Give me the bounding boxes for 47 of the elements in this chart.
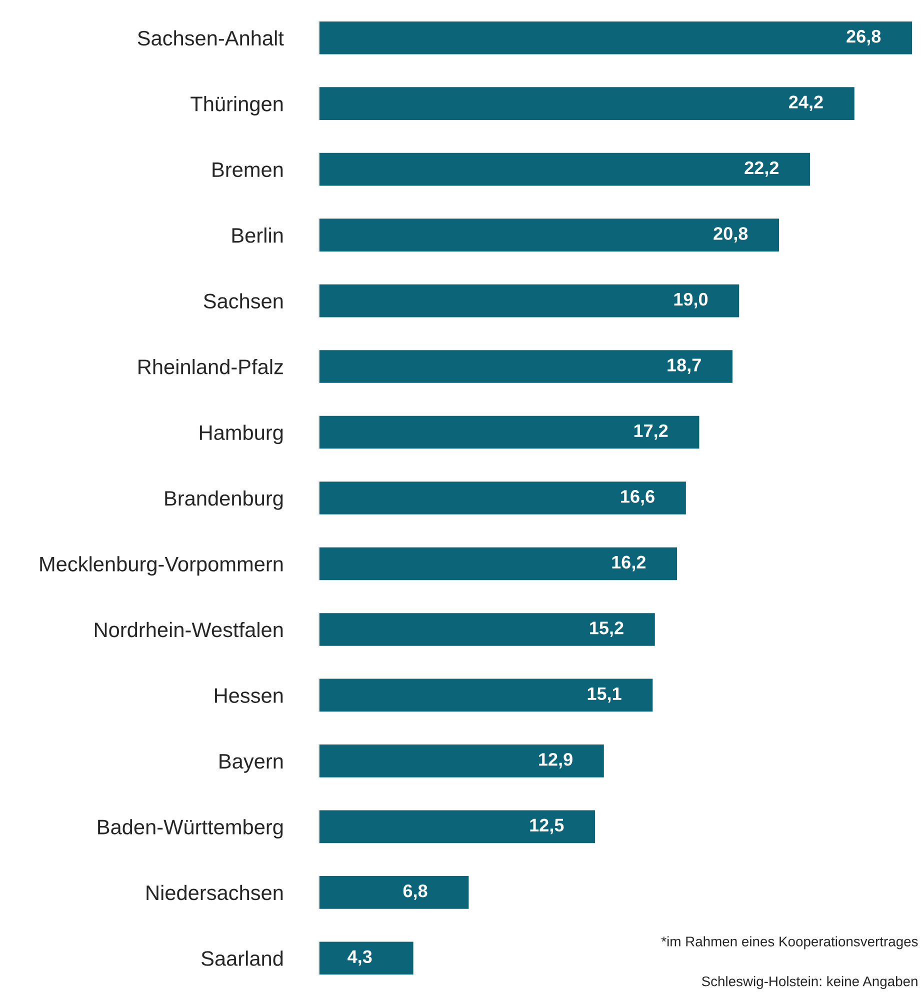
data-label: 19,0	[674, 292, 708, 308]
bar	[318, 480, 688, 516]
bar	[318, 414, 701, 450]
data-label: 22,2	[744, 161, 778, 177]
bar	[318, 348, 734, 384]
y-tick-label: Berlin	[232, 228, 283, 243]
data-label: 12,5	[530, 818, 564, 834]
data-label: 20,8	[714, 227, 748, 243]
y-tick-label: Bremen	[212, 162, 283, 178]
y-tick-label: Rheinland-Pfalz	[138, 358, 283, 374]
data-label: 18,7	[668, 358, 701, 374]
annotation: Schleswig-Holstein: keine Angaben	[702, 976, 918, 990]
annotation: *im Rahmen eines Kooperationsvertrages	[661, 936, 918, 950]
y-tick-label: Hessen	[215, 688, 283, 703]
bar	[318, 546, 678, 582]
y-tick-label: Niedersachsen	[146, 884, 283, 900]
data-label: 12,9	[539, 753, 572, 768]
data-label: 15,2	[590, 622, 624, 637]
data-label: 16,6	[621, 490, 654, 506]
y-tick-label: Hamburg	[200, 424, 283, 444]
y-tick-label: Baden-Württemberg	[98, 819, 283, 839]
data-label: 15,1	[588, 687, 622, 703]
bar	[318, 808, 596, 844]
data-label: 17,2	[634, 424, 668, 440]
y-tick-label: Sachsen-Anhalt	[138, 30, 284, 46]
y-tick-label: Brandenburg	[165, 490, 283, 510]
bar	[318, 283, 741, 319]
y-tick-label: Thüringen	[190, 96, 283, 116]
data-label: 26,8	[846, 30, 881, 46]
y-tick-label: Sachsen	[204, 293, 283, 309]
data-label: 24,2	[789, 96, 823, 112]
data-label: 6,8	[403, 884, 428, 900]
bar	[318, 940, 415, 976]
y-tick-label: Nordrhein-Westfalen	[94, 622, 283, 638]
bar	[318, 874, 470, 910]
bar	[318, 20, 913, 56]
bar	[318, 743, 606, 779]
data-label: 4,3	[348, 950, 372, 966]
data-label: 16,2	[612, 556, 646, 572]
bar	[318, 612, 656, 648]
y-tick-label: Saarland	[202, 950, 283, 966]
y-tick-label: Bayern	[220, 754, 283, 773]
bar	[318, 677, 654, 713]
y-tick-label: Mecklenburg-Vorpommern	[40, 556, 283, 576]
bar	[318, 86, 856, 122]
bar	[318, 217, 780, 253]
bar	[318, 152, 812, 188]
